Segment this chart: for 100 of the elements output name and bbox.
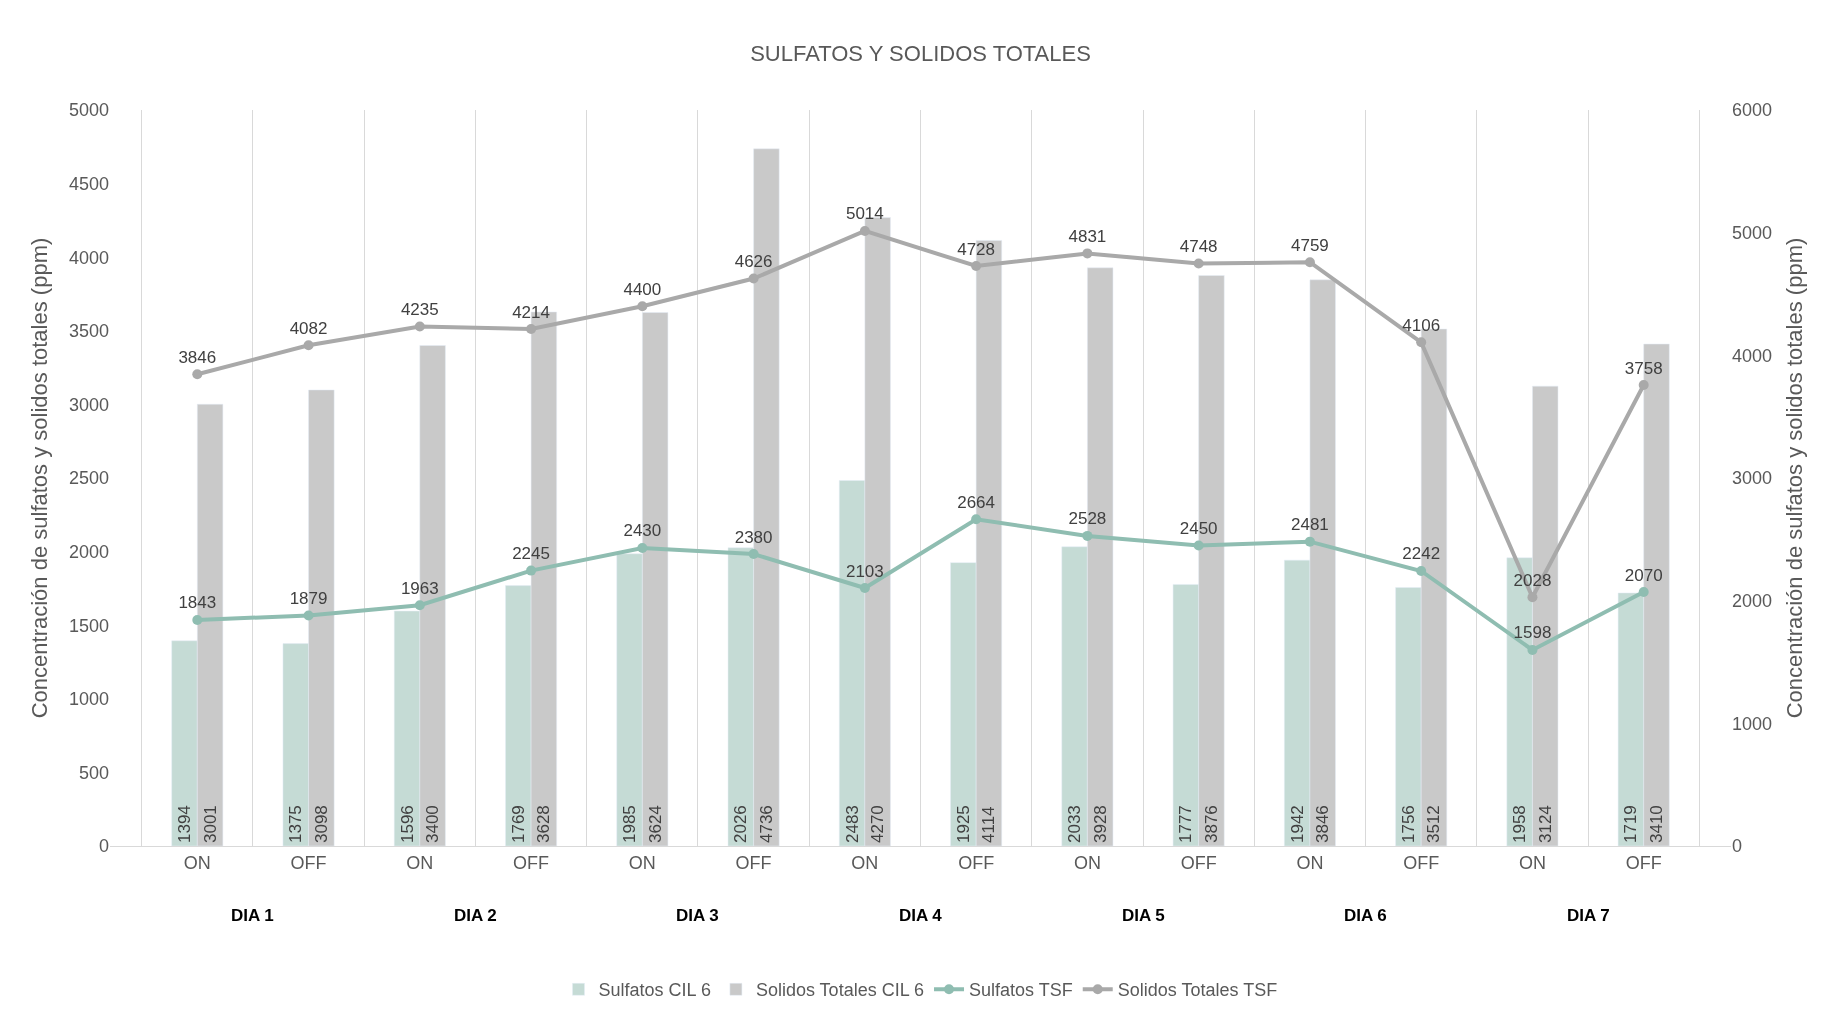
data-label: 3124 <box>1535 805 1555 843</box>
data-label: 4270 <box>868 805 888 843</box>
point <box>526 324 537 335</box>
x-tick-label: OFF <box>735 852 772 873</box>
y-tick-label: 500 <box>78 762 109 783</box>
point <box>859 225 870 236</box>
point <box>1638 380 1649 391</box>
point <box>192 614 203 625</box>
y-tick-label: 2500 <box>68 468 109 489</box>
data-label: 3628 <box>534 805 554 843</box>
x-tick-label: OFF <box>1403 852 1440 873</box>
x-tick-label: ON <box>1518 852 1546 873</box>
data-label: 2245 <box>512 544 550 564</box>
data-label: 1769 <box>508 805 528 843</box>
data-label: 2103 <box>845 561 884 581</box>
data-label: 3876 <box>1201 805 1221 843</box>
x-tick-label: ON <box>183 852 211 873</box>
data-label: 4728 <box>957 239 996 259</box>
point <box>192 369 203 380</box>
data-label: 4400 <box>623 279 662 299</box>
data-label: 3846 <box>178 347 217 367</box>
data-label: 2026 <box>731 805 751 843</box>
point <box>1082 248 1093 259</box>
data-label: 3624 <box>645 805 665 843</box>
y-tick-label: 2000 <box>68 541 109 562</box>
data-label: 1963 <box>400 578 439 598</box>
y-tick-label: 4000 <box>68 247 109 268</box>
legend-label: Sulfatos CIL 6 <box>598 980 711 1001</box>
data-label: 1942 <box>1287 805 1307 843</box>
point <box>859 583 870 594</box>
data-label: 4831 <box>1068 226 1107 246</box>
point <box>414 600 425 611</box>
data-label: 2070 <box>1624 565 1663 585</box>
point <box>1193 258 1204 269</box>
text: DIA 2 <box>454 906 497 925</box>
x-tick-label: ON <box>851 852 879 873</box>
text: DIA 7 <box>1567 906 1610 925</box>
y-tick-label: 3500 <box>68 321 109 342</box>
data-label: 4114 <box>979 806 999 843</box>
y-tick-label: 0 <box>98 836 109 857</box>
data-label: 1596 <box>397 805 417 843</box>
y-axis-title: Concentración de sulfatos y solidos totales (ppm) <box>26 237 52 719</box>
text: DIA 3 <box>676 906 719 925</box>
point <box>303 610 314 621</box>
point <box>971 261 982 272</box>
data-label: 4626 <box>734 252 773 272</box>
data-label: 1394 <box>175 805 195 843</box>
y2-tick-label: 1000 <box>1732 713 1773 734</box>
data-label: 3410 <box>1646 805 1666 843</box>
x-tick-label: OFF <box>958 852 995 873</box>
x-tick-label: OFF <box>1625 852 1662 873</box>
text: DIA 4 <box>899 906 943 925</box>
x-tick-label: OFF <box>1180 852 1217 873</box>
x-tick-label: ON <box>628 852 656 873</box>
y-tick-label: 5000 <box>68 100 109 121</box>
point <box>971 514 982 525</box>
x-tick-label: ON <box>1073 852 1101 873</box>
data-label: 3928 <box>1090 805 1110 843</box>
data-label: 1777 <box>1176 805 1196 843</box>
data-label: 4759 <box>1291 235 1329 255</box>
data-label: 2033 <box>1065 805 1085 843</box>
data-label: 2380 <box>734 527 773 547</box>
point <box>1304 536 1315 547</box>
point <box>526 565 537 576</box>
y2-tick-label: 6000 <box>1732 100 1773 121</box>
data-label: 1879 <box>289 589 328 609</box>
point <box>637 301 648 312</box>
x-tick-label: ON <box>1296 852 1324 873</box>
data-label: 1925 <box>953 805 973 843</box>
data-label: 1375 <box>286 805 306 843</box>
point <box>1527 592 1538 603</box>
point <box>1416 565 1427 576</box>
legend-label: Solidos Totales CIL 6 <box>755 980 925 1001</box>
data-label: 1756 <box>1398 805 1418 843</box>
data-label: 3758 <box>1624 358 1663 378</box>
data-label: 2450 <box>1179 518 1218 538</box>
data-label: 2481 <box>1291 515 1329 535</box>
data-label: 1598 <box>1513 623 1552 643</box>
point <box>637 542 648 553</box>
point <box>1304 257 1315 268</box>
data-label: 2528 <box>1068 509 1107 529</box>
data-label: 2028 <box>1513 570 1552 590</box>
data-label: 2483 <box>842 805 862 843</box>
data-label: 4106 <box>1402 315 1441 335</box>
data-label: 3001 <box>200 805 220 843</box>
data-label: 2430 <box>623 521 662 541</box>
point <box>1193 540 1204 551</box>
legend-label: Solidos Totales TSF <box>1117 980 1278 1001</box>
point <box>1527 644 1538 655</box>
data-label: 3512 <box>1424 805 1444 843</box>
data-label: 2242 <box>1402 544 1441 564</box>
y2-tick-label: 4000 <box>1732 345 1773 366</box>
data-label: 2664 <box>957 492 996 512</box>
x-tick-label: ON <box>406 852 434 873</box>
x-tick-label: OFF <box>513 852 550 873</box>
text: DIA 6 <box>1344 906 1387 925</box>
point <box>748 549 759 560</box>
x-tick-label: OFF <box>290 852 327 873</box>
data-label: 1719 <box>1621 805 1641 843</box>
point <box>1416 337 1427 348</box>
